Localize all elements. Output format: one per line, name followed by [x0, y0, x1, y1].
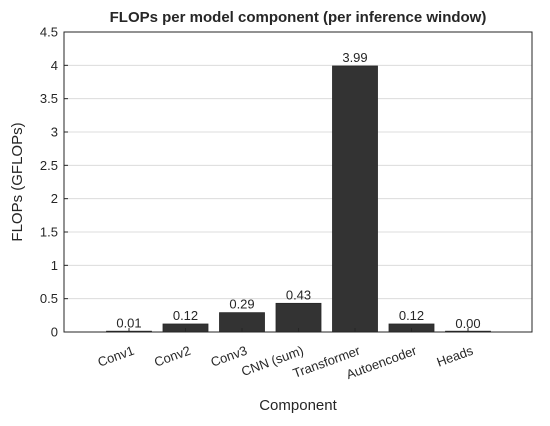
plot-background — [64, 32, 532, 332]
y-tick-label: 4 — [51, 58, 58, 73]
bar-value-label: 0.01 — [116, 315, 141, 330]
bar-value-label: 0.29 — [229, 297, 254, 312]
data-labels-group: 0.01 0.12 0.29 0.43 3.99 0.12 0.00 — [116, 50, 480, 331]
bars-group — [106, 65, 491, 333]
y-tick-label: 2.5 — [40, 158, 58, 173]
bar-value-label: 0.12 — [173, 308, 198, 323]
x-tick-label: Heads — [435, 343, 476, 370]
y-tick-label: 0.5 — [40, 291, 58, 306]
y-tick-label: 3 — [51, 125, 58, 140]
y-tick-label: 1 — [51, 258, 58, 273]
y-tick-label: 3.5 — [40, 91, 58, 106]
x-tick-label: Conv1 — [96, 343, 136, 370]
y-axis-label: FLOPs (GFLOPs) — [9, 122, 26, 241]
y-axis-ticks: 0 0.5 1 1.5 2 2.5 3 3.5 4 4.5 — [40, 25, 68, 340]
chart-title: FLOPs per model component (per inference… — [110, 9, 487, 26]
bar-transformer — [332, 65, 378, 333]
y-tick-label: 1.5 — [40, 225, 58, 240]
bar-value-label: 0.00 — [455, 316, 480, 331]
bar-value-label: 3.99 — [342, 50, 367, 65]
bar-value-label: 0.43 — [286, 287, 311, 302]
x-tick-label: Conv2 — [152, 343, 192, 370]
bar-value-label: 0.12 — [399, 308, 424, 323]
y-tick-label: 4.5 — [40, 25, 58, 40]
y-tick-label: 2 — [51, 191, 58, 206]
x-axis-label: Component — [259, 397, 337, 414]
bar-cnn-sum — [275, 302, 322, 333]
y-tick-label: 0 — [51, 325, 58, 340]
